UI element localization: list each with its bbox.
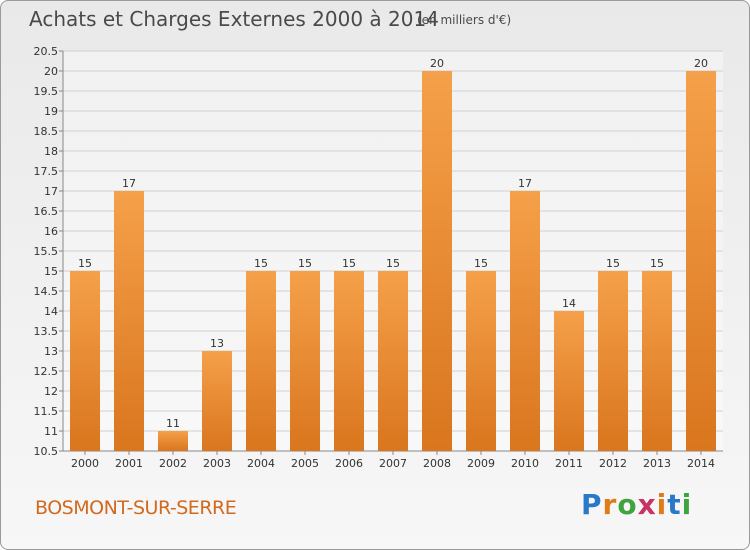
x-tick-label: 2002	[159, 457, 187, 470]
data-label: 15	[298, 257, 312, 270]
bar	[422, 71, 452, 451]
proxiti-logo[interactable]: Proxiti	[581, 488, 692, 521]
bar	[554, 311, 584, 451]
y-tick-label: 13	[44, 345, 58, 358]
bar	[510, 191, 540, 451]
bar	[246, 271, 276, 451]
data-label: 20	[694, 57, 708, 70]
y-tick-label: 19	[44, 105, 58, 118]
x-tick-label: 2012	[599, 457, 627, 470]
data-label: 17	[122, 177, 136, 190]
y-tick-label: 18	[44, 145, 58, 158]
logo-letter: i	[656, 488, 668, 521]
bar	[378, 271, 408, 451]
logo-letter: P	[581, 488, 603, 521]
data-label: 17	[518, 177, 532, 190]
y-tick-label: 15	[44, 265, 58, 278]
data-label: 15	[474, 257, 488, 270]
bar	[466, 271, 496, 451]
y-tick-label: 10.5	[34, 445, 59, 458]
y-tick-label: 12	[44, 385, 58, 398]
x-tick-label: 2004	[247, 457, 275, 470]
x-tick-label: 2007	[379, 457, 407, 470]
data-label: 15	[254, 257, 268, 270]
bar	[290, 271, 320, 451]
x-tick-label: 2013	[643, 457, 671, 470]
bar	[642, 271, 672, 451]
x-tick-label: 2001	[115, 457, 143, 470]
bar	[114, 191, 144, 451]
data-label: 13	[210, 337, 224, 350]
bar	[158, 431, 188, 451]
data-label: 15	[650, 257, 664, 270]
town-name: BOSMONT-SUR-SERRE	[35, 497, 237, 519]
y-tick-label: 14	[44, 305, 58, 318]
bar	[70, 271, 100, 451]
logo-letter: t	[667, 488, 682, 521]
x-tick-label: 2014	[687, 457, 715, 470]
logo-letter: o	[617, 488, 638, 521]
bar	[686, 71, 716, 451]
x-tick-label: 2010	[511, 457, 539, 470]
bar	[598, 271, 628, 451]
y-tick-label: 12.5	[34, 365, 59, 378]
data-label: 15	[606, 257, 620, 270]
chart-title: Achats et Charges Externes 2000 à 2014	[29, 7, 439, 31]
x-tick-label: 2006	[335, 457, 363, 470]
data-label: 14	[562, 297, 576, 310]
x-tick-label: 2009	[467, 457, 495, 470]
y-tick-label: 16	[44, 225, 58, 238]
data-label: 15	[78, 257, 92, 270]
y-tick-label: 19.5	[34, 85, 59, 98]
y-tick-label: 13.5	[34, 325, 59, 338]
y-tick-label: 16.5	[34, 205, 59, 218]
logo-letter: i	[681, 488, 693, 521]
x-tick-label: 2011	[555, 457, 583, 470]
bar	[202, 351, 232, 451]
x-tick-label: 2005	[291, 457, 319, 470]
y-tick-label: 11	[44, 425, 58, 438]
data-label: 11	[166, 417, 180, 430]
logo-letter: x	[637, 488, 657, 521]
x-tick-label: 2008	[423, 457, 451, 470]
chart-subtitle: (en milliers d'€)	[417, 13, 512, 27]
y-tick-label: 15.5	[34, 245, 59, 258]
y-tick-label: 20.5	[34, 45, 59, 58]
y-tick-label: 11.5	[34, 405, 59, 418]
y-tick-label: 20	[44, 65, 58, 78]
x-tick-label: 2003	[203, 457, 231, 470]
logo-letter: r	[602, 488, 618, 521]
x-tick-label: 2000	[71, 457, 99, 470]
y-tick-label: 17	[44, 185, 58, 198]
bar	[334, 271, 364, 451]
y-tick-label: 17.5	[34, 165, 59, 178]
y-tick-label: 14.5	[34, 285, 59, 298]
y-tick-label: 18.5	[34, 125, 59, 138]
data-label: 20	[430, 57, 444, 70]
data-label: 15	[386, 257, 400, 270]
data-label: 15	[342, 257, 356, 270]
